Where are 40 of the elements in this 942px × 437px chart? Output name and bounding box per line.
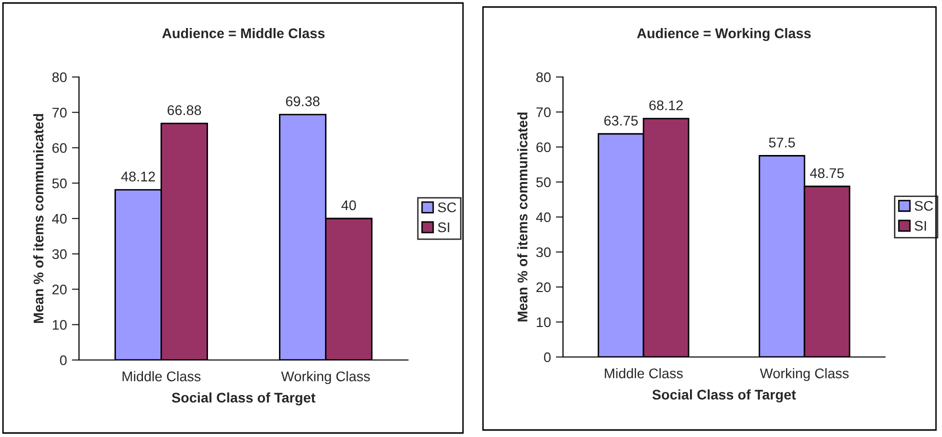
data-label: 48.75 [810,168,844,178]
legend-label: SI [914,220,926,231]
x-tick-label: Middle Class [122,371,200,382]
y-tick-label: 20 [536,282,551,292]
data-label: 66.88 [168,105,202,116]
data-label: 68.12 [649,100,683,110]
y-tick-label: 0 [544,352,551,362]
data-label: 48.12 [121,172,155,182]
x-tick-label: Middle Class [604,368,683,378]
chart-title: Audience = Working Class [637,28,811,42]
data-label: 40 [341,200,356,210]
y-tick-label: 80 [536,72,551,82]
data-label: 57.5 [769,138,795,148]
y-axis-title: Mean % of items communicated [33,114,44,323]
legend-label: SI [438,222,450,232]
y-tick-label: 80 [52,72,67,82]
y-tick-label: 20 [52,284,67,294]
y-tick-label: 0 [60,355,67,366]
x-tick-label: Working Class [281,371,370,384]
y-tick-label: 40 [52,214,67,224]
x-axis-title: Social Class of Target [652,389,796,402]
y-axis-title: Mean % of items communicated [517,112,528,322]
y-tick-label: 60 [536,142,551,152]
legend-label: SC [914,200,933,211]
data-label: 69.38 [286,96,320,106]
y-tick-label: 10 [52,320,67,330]
y-tick-label: 60 [52,143,67,153]
y-tick-label: 70 [52,108,67,118]
x-tick-label: Working Class [760,368,849,382]
y-tick-label: 10 [536,317,551,328]
legend-label: SC [438,202,456,212]
y-tick-label: 30 [536,247,551,258]
y-tick-label: 50 [536,177,551,188]
y-tick-label: 70 [536,107,551,118]
chart-title: Audience = Middle Class [162,28,325,38]
y-tick-label: 40 [536,212,551,222]
y-tick-label: 50 [52,178,67,188]
data-label: 63.75 [604,116,638,126]
x-axis-title: Social Class of Target [172,392,316,406]
y-tick-label: 30 [52,249,67,260]
